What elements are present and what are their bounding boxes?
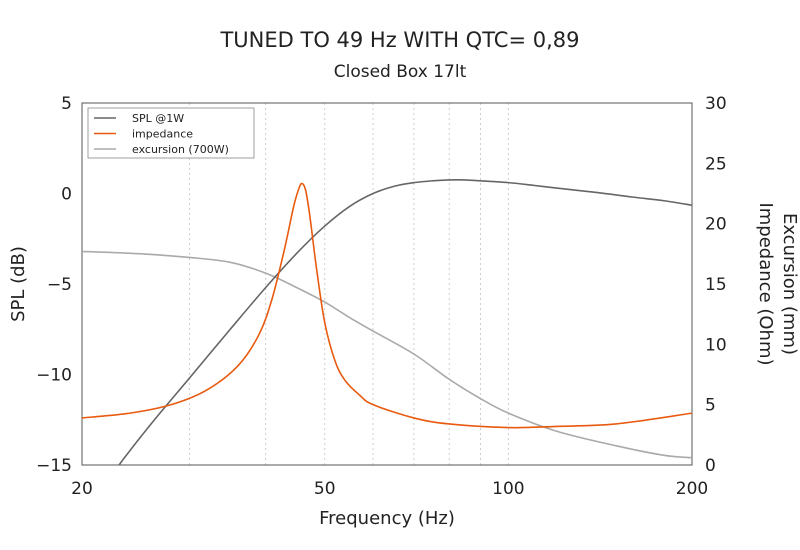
legend-label: SPL @1W [132, 112, 184, 125]
y-left-tick-label: −15 [36, 456, 72, 476]
x-tick-label: 200 [676, 479, 708, 499]
y-right-tick-label: 0 [705, 456, 716, 476]
x-tick-label: 20 [71, 479, 93, 499]
x-tick-label: 50 [314, 479, 336, 499]
legend-label: impedance [132, 128, 193, 141]
y-left-tick-label: 5 [61, 94, 72, 114]
plot-frame [81, 102, 693, 466]
x-tick-label: 100 [492, 479, 524, 499]
chart-title: TUNED TO 49 Hz WITH QTC= 0,89 [220, 28, 580, 52]
y-right-tick-label: 30 [705, 94, 727, 114]
y-right-tick-label: 5 [705, 396, 716, 416]
y-right-tick-label: 25 [705, 154, 727, 174]
impedance-curve [82, 182, 692, 429]
y-right-axis-title-impedance: Impedance (Ohm) [755, 202, 776, 365]
y-left-tick-label: −10 [36, 366, 72, 386]
legend-label: excursion (700W) [132, 143, 229, 156]
y-right-tick-label: 20 [705, 215, 727, 235]
y-right-tick-label: 10 [705, 335, 727, 355]
y-left-axis-title: SPL (dB) [8, 246, 29, 322]
y-right-axis-title-excursion: Excursion (mm) [779, 213, 800, 355]
y-left-tick-label: 0 [61, 185, 72, 205]
chart-subtitle: Closed Box 17lt [333, 62, 467, 82]
x-axis-title: Frequency (Hz) [319, 508, 455, 529]
spl-curve [118, 179, 692, 465]
excursion-curve [82, 250, 692, 459]
y-left-tick-label: −5 [47, 275, 72, 295]
y-right-tick-label: 15 [705, 275, 727, 295]
